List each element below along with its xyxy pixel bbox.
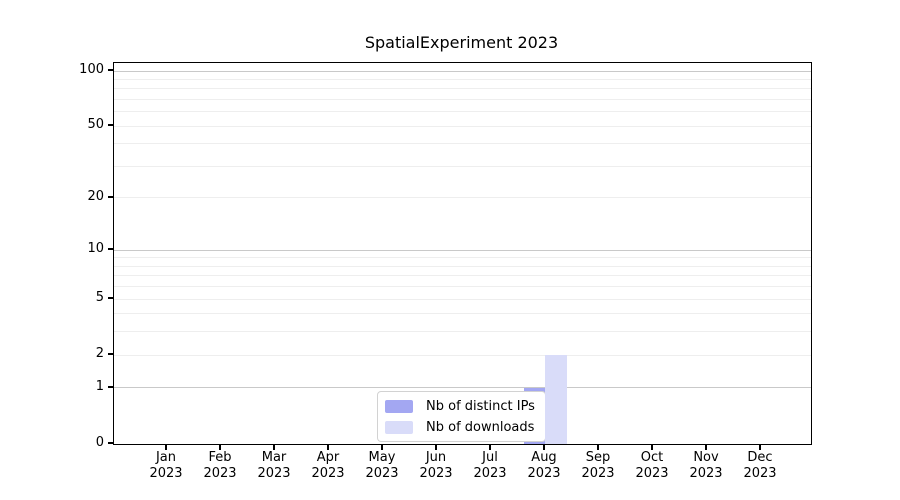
x-axis-tick — [759, 444, 761, 450]
x-axis-tick-label: Sep 2023 — [581, 450, 615, 481]
y-axis-tick — [108, 386, 113, 388]
y-axis-tick-label: 20 — [87, 188, 104, 204]
gridline-minor — [114, 313, 811, 315]
legend-swatch-distinct-ips — [385, 399, 413, 413]
y-axis-tick — [108, 248, 113, 250]
gridline-minor — [114, 265, 811, 267]
gridline-minor — [114, 354, 811, 356]
x-axis-tick-label: Nov 2023 — [689, 450, 723, 481]
legend: Nb of distinct IPs Nb of downloads — [377, 391, 546, 442]
legend-entry-downloads: Nb of downloads — [385, 419, 537, 435]
gridline-minor — [114, 286, 811, 288]
x-axis-tick-label: Feb 2023 — [203, 450, 237, 481]
legend-swatch-downloads — [385, 420, 413, 434]
x-axis-tick-label: Jun 2023 — [419, 450, 453, 481]
x-axis-tick-label: May 2023 — [365, 450, 399, 481]
x-axis-tick-label: Oct 2023 — [635, 450, 669, 481]
gridline-minor — [114, 143, 811, 145]
gridline-major — [114, 387, 811, 389]
x-axis-tick — [543, 444, 545, 450]
x-axis-tick-label: Apr 2023 — [311, 450, 345, 481]
x-axis-tick — [273, 444, 275, 450]
bar-nb-of-downloads — [545, 355, 567, 444]
y-axis-tick-label: 10 — [87, 241, 104, 257]
gridline-major — [114, 70, 811, 72]
y-axis-tick-label: 50 — [87, 117, 104, 133]
y-axis-tick-label: 5 — [95, 290, 104, 306]
x-axis-tick — [435, 444, 437, 450]
legend-entry-distinct-ips: Nb of distinct IPs — [385, 398, 537, 414]
y-axis-tick-label: 1 — [95, 378, 104, 394]
x-axis-tick — [597, 444, 599, 450]
x-axis-tick-label: Dec 2023 — [743, 450, 777, 481]
x-axis-tick — [219, 444, 221, 450]
x-axis-tick-label: Aug 2023 — [527, 450, 561, 481]
y-axis-tick — [108, 353, 113, 355]
legend-label-distinct-ips: Nb of distinct IPs — [426, 398, 535, 414]
x-axis-tick — [165, 444, 167, 450]
gridline-minor — [114, 125, 811, 127]
x-axis-tick-label: Mar 2023 — [257, 450, 291, 481]
plot-area — [113, 62, 812, 445]
gridline-minor — [114, 275, 811, 277]
gridline-major — [114, 249, 811, 251]
y-axis-tick-label: 100 — [79, 62, 104, 77]
gridline-minor — [114, 78, 811, 80]
y-axis-tick — [108, 124, 113, 126]
gridline-minor — [114, 98, 811, 100]
x-axis-tick — [327, 444, 329, 450]
y-axis-tick — [108, 69, 113, 71]
y-axis-tick — [108, 297, 113, 299]
x-axis-tick-label: Jul 2023 — [473, 450, 507, 481]
y-axis-tick-label: 0 — [95, 435, 104, 450]
x-axis-tick — [651, 444, 653, 450]
y-axis-tick — [108, 442, 113, 444]
x-axis-tick — [381, 444, 383, 450]
gridline-minor — [114, 298, 811, 300]
x-axis-tick — [705, 444, 707, 450]
chart-title: SpatialExperiment 2023 — [364, 33, 559, 52]
y-axis-tick — [108, 196, 113, 198]
gridline-minor — [114, 88, 811, 90]
x-axis-tick — [489, 444, 491, 450]
gridline-minor — [114, 257, 811, 259]
gridline-minor — [114, 331, 811, 333]
x-axis-tick-label: Jan 2023 — [149, 450, 183, 481]
y-axis-tick-label: 2 — [95, 346, 104, 362]
gridline-minor — [114, 111, 811, 113]
legend-label-downloads: Nb of downloads — [426, 419, 535, 435]
gridline-minor — [114, 165, 811, 167]
gridline-minor — [114, 197, 811, 199]
